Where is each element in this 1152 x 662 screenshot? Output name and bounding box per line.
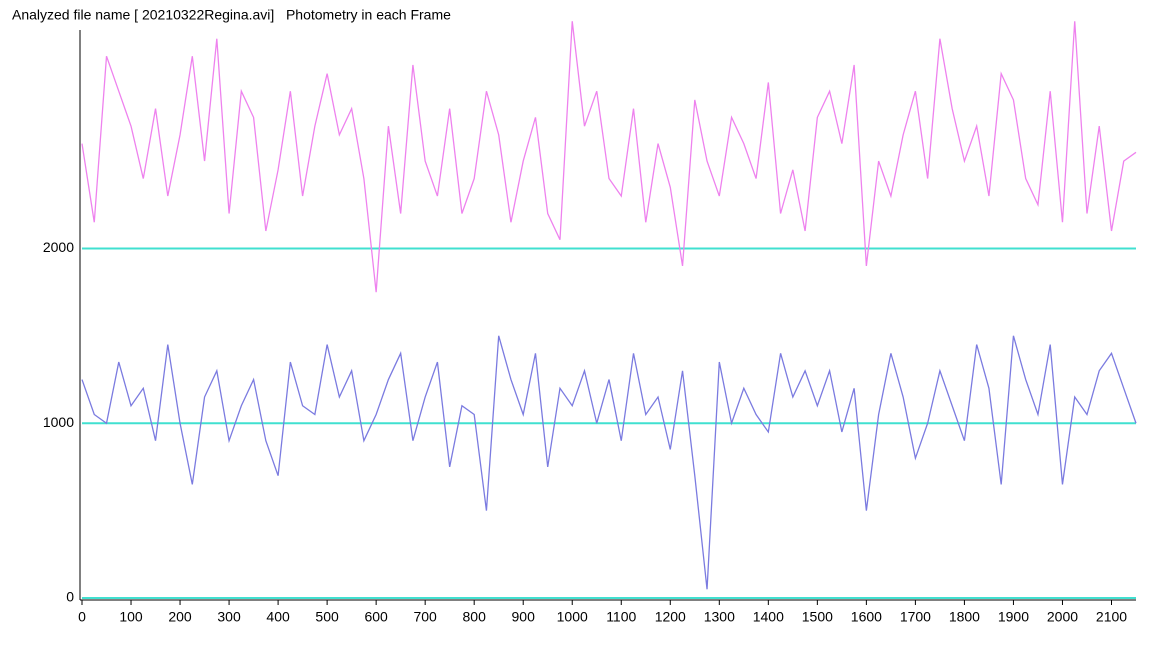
x-tick-label: 2100: [1096, 609, 1127, 625]
x-tick-label: 1900: [998, 609, 1029, 625]
data-line: [81, 335, 1137, 590]
x-tick-label: 500: [315, 609, 339, 625]
x-tick-label: 1400: [753, 609, 784, 625]
y-tick-label: 2000: [43, 239, 74, 255]
y-tick-label: 0: [66, 589, 74, 605]
x-tick-label: 1000: [557, 609, 588, 625]
x-tick-label: 2000: [1047, 609, 1078, 625]
x-tick-label: 1500: [802, 609, 833, 625]
x-tick-label: 300: [217, 609, 241, 625]
x-tick-label: 600: [364, 609, 388, 625]
x-tick-label: 1200: [655, 609, 686, 625]
x-tick-label: 100: [119, 609, 143, 625]
x-tick-label: 700: [413, 609, 437, 625]
y-tick-label: 1000: [43, 414, 74, 430]
x-tick-label: 400: [266, 609, 290, 625]
x-tick-label: 1600: [851, 609, 882, 625]
x-tick-label: 200: [168, 609, 192, 625]
x-tick-label: 900: [512, 609, 536, 625]
data-line: [81, 21, 1137, 293]
x-tick-label: 1700: [900, 609, 931, 625]
x-tick-label: 1100: [606, 609, 636, 625]
x-tick-label: 1300: [704, 609, 735, 625]
x-tick-label: 0: [78, 609, 86, 625]
chart-title: Analyzed file name [ 20210322Regina.avi]…: [12, 7, 451, 23]
x-tick-label: 1800: [949, 609, 980, 625]
x-tick-label: 800: [463, 609, 487, 625]
